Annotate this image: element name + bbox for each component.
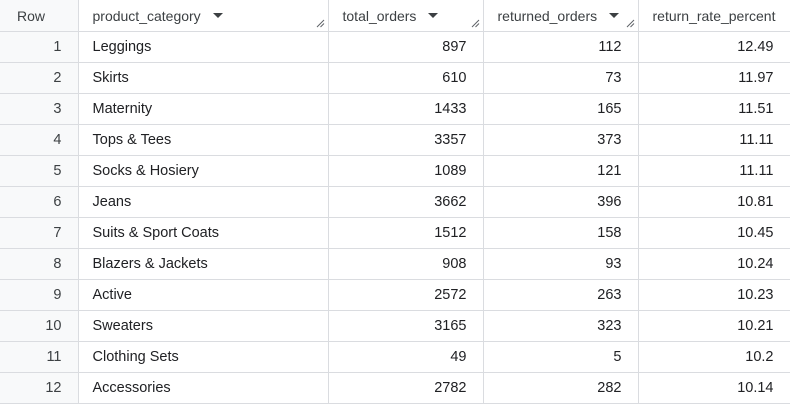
row-number: 5 [0,155,79,187]
cell-total-orders[interactable]: 610 [328,62,484,94]
column-header-label: total_orders [342,7,417,24]
table-row[interactable]: 7 Suits & Sport Coats 1512 158 10.45 [0,217,790,249]
column-header-total-orders[interactable]: total_orders [328,0,484,32]
cell-total-orders[interactable]: 3662 [328,186,484,218]
table-row[interactable]: 12 Accessories 2782 282 10.14 [0,372,790,404]
cell-return-rate-percent[interactable]: 10.14 [638,372,790,404]
table-row[interactable]: 1 Leggings 897 112 12.49 [0,31,790,63]
row-number: 2 [0,62,79,94]
table-row[interactable]: 3 Maternity 1433 165 11.51 [0,93,790,125]
cell-return-rate-percent[interactable]: 11.97 [638,62,790,94]
cell-total-orders[interactable]: 897 [328,31,484,63]
cell-product-category[interactable]: Maternity [78,93,329,125]
cell-return-rate-percent[interactable]: 10.21 [638,310,790,342]
cell-product-category[interactable]: Suits & Sport Coats [78,217,329,249]
cell-product-category[interactable]: Blazers & Jackets [78,248,329,280]
cell-returned-orders[interactable]: 323 [483,310,639,342]
cell-return-rate-percent[interactable]: 10.45 [638,217,790,249]
cell-returned-orders[interactable]: 396 [483,186,639,218]
cell-total-orders[interactable]: 1433 [328,93,484,125]
cell-return-rate-percent[interactable]: 10.23 [638,279,790,311]
column-header-return-rate-percent[interactable]: return_rate_percent [638,0,790,32]
table-row[interactable]: 6 Jeans 3662 396 10.81 [0,186,790,218]
table-row[interactable]: 5 Socks & Hosiery 1089 121 11.11 [0,155,790,187]
row-number: 11 [0,341,79,373]
cell-total-orders[interactable]: 908 [328,248,484,280]
cell-product-category[interactable]: Accessories [78,372,329,404]
cell-returned-orders[interactable]: 158 [483,217,639,249]
cell-returned-orders[interactable]: 165 [483,93,639,125]
cell-returned-orders[interactable]: 93 [483,248,639,280]
cell-returned-orders[interactable]: 5 [483,341,639,373]
chevron-down-icon[interactable] [609,13,620,18]
cell-return-rate-percent[interactable]: 11.51 [638,93,790,125]
row-number: 10 [0,310,79,342]
cell-return-rate-percent[interactable]: 10.24 [638,248,790,280]
column-resize-handle-icon[interactable] [626,19,635,28]
chevron-down-icon[interactable] [428,13,439,18]
table-row[interactable]: 9 Active 2572 263 10.23 [0,279,790,311]
cell-total-orders[interactable]: 49 [328,341,484,373]
cell-total-orders[interactable]: 1512 [328,217,484,249]
cell-returned-orders[interactable]: 373 [483,124,639,156]
cell-returned-orders[interactable]: 121 [483,155,639,187]
row-number: 6 [0,186,79,218]
table-row[interactable]: 10 Sweaters 3165 323 10.21 [0,310,790,342]
column-resize-handle-icon[interactable] [316,19,325,28]
column-header-row: Row [0,0,79,32]
row-number: 8 [0,248,79,280]
column-header-label: product_category [92,7,201,24]
row-number: 9 [0,279,79,311]
cell-return-rate-percent[interactable]: 10.2 [638,341,790,373]
header-row: Row product_category total_orders [0,0,790,32]
cell-total-orders[interactable]: 3357 [328,124,484,156]
table-row[interactable]: 8 Blazers & Jackets 908 93 10.24 [0,248,790,280]
cell-return-rate-percent[interactable]: 10.81 [638,186,790,218]
cell-product-category[interactable]: Skirts [78,62,329,94]
column-header-returned-orders[interactable]: returned_orders [483,0,639,32]
row-number: 7 [0,217,79,249]
cell-product-category[interactable]: Active [78,279,329,311]
cell-total-orders[interactable]: 1089 [328,155,484,187]
table-row[interactable]: 11 Clothing Sets 49 5 10.2 [0,341,790,373]
row-number: 12 [0,372,79,404]
column-header-label: returned_orders [497,7,598,24]
cell-product-category[interactable]: Clothing Sets [78,341,329,373]
cell-product-category[interactable]: Sweaters [78,310,329,342]
cell-total-orders[interactable]: 2782 [328,372,484,404]
row-number: 4 [0,124,79,156]
table-row[interactable]: 4 Tops & Tees 3357 373 11.11 [0,124,790,156]
cell-return-rate-percent[interactable]: 11.11 [638,124,790,156]
cell-returned-orders[interactable]: 263 [483,279,639,311]
cell-returned-orders[interactable]: 73 [483,62,639,94]
cell-returned-orders[interactable]: 282 [483,372,639,404]
column-header-product-category[interactable]: product_category [78,0,329,32]
table-row[interactable]: 2 Skirts 610 73 11.97 [0,62,790,94]
column-resize-handle-icon[interactable] [471,19,480,28]
cell-return-rate-percent[interactable]: 11.11 [638,155,790,187]
cell-product-category[interactable]: Socks & Hosiery [78,155,329,187]
row-number: 3 [0,93,79,125]
cell-product-category[interactable]: Tops & Tees [78,124,329,156]
column-header-label: return_rate_percent [652,7,776,24]
cell-product-category[interactable]: Jeans [78,186,329,218]
cell-product-category[interactable]: Leggings [78,31,329,63]
cell-returned-orders[interactable]: 112 [483,31,639,63]
chevron-down-icon[interactable] [212,13,223,18]
cell-return-rate-percent[interactable]: 12.49 [638,31,790,63]
cell-total-orders[interactable]: 2572 [328,279,484,311]
cell-total-orders[interactable]: 3165 [328,310,484,342]
row-number: 1 [0,31,79,63]
column-header-label: Row [17,7,46,24]
